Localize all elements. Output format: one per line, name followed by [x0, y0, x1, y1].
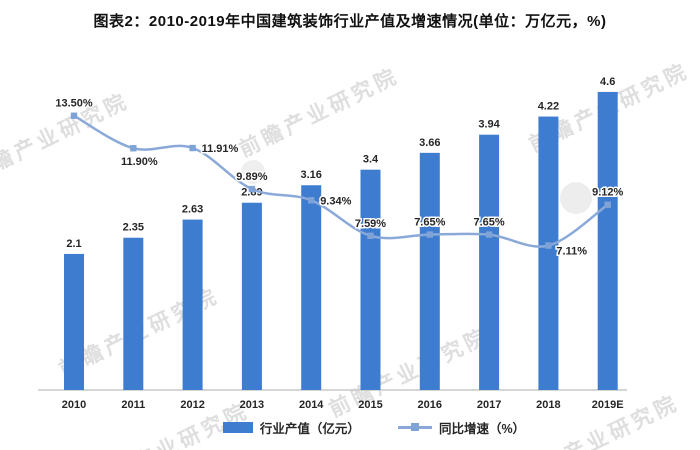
bar-2014	[301, 185, 322, 390]
bar-series-swatch	[222, 421, 253, 433]
growth-line	[73, 114, 609, 248]
bar-value-label-2014: 3.16	[300, 169, 321, 181]
bar-2018	[538, 116, 559, 390]
line-point-2015	[367, 232, 374, 240]
bar-value-label-2018: 4.22	[538, 101, 559, 113]
bar-value-label-2017: 3.94	[478, 119, 500, 131]
line-point-2016	[426, 231, 433, 238]
bar-value-label-2013: 2.89	[241, 187, 262, 199]
line-point-2018	[545, 242, 552, 249]
line-point-2012	[189, 144, 196, 152]
line-series-swatch	[397, 423, 432, 431]
line-point-2010	[70, 112, 78, 119]
x-axis-label-2010: 2010	[62, 399, 86, 411]
line-point-2011	[130, 145, 137, 152]
bar-value-label-2015: 3.4	[363, 154, 379, 166]
x-axis-label-2019E: 2019E	[592, 399, 624, 411]
watermark-logo-circle	[560, 182, 592, 214]
line-point-2014	[308, 197, 315, 204]
line-point-2013	[248, 185, 256, 193]
x-axis-label-2012: 2012	[180, 399, 204, 411]
bar-value-label-2012: 2.63	[182, 204, 203, 216]
x-axis-label-2014: 2014	[299, 399, 324, 411]
percent-label-2014: 9.34%	[320, 195, 351, 207]
percent-label-2013: 9.89%	[236, 171, 267, 183]
legend-line-label: 同比增速（%）	[438, 421, 526, 436]
bar-value-label-2016: 3.66	[419, 137, 440, 149]
x-axis-label-2015: 2015	[358, 399, 382, 411]
chart-title: 图表2：2010-2019年中国建筑装饰行业产值及增速情况(单位：万亿元，%)	[93, 13, 607, 30]
percent-label-2019E: 9.12%	[592, 187, 623, 199]
bar-2011	[123, 237, 144, 390]
bar-value-label-2010: 2.1	[66, 238, 81, 250]
percent-label-2011: 11.90%	[121, 156, 158, 168]
bar-value-label-2019E: 4.6	[600, 76, 615, 88]
chart-legend: 行业产值（亿元） 同比增速（%）	[0, 416, 700, 438]
percent-label-2012: 11.91%	[202, 143, 239, 155]
line-point-2017	[485, 231, 493, 238]
legend-item-line: 同比增速（%）	[397, 418, 526, 437]
bar-2013	[241, 202, 262, 390]
x-axis-label-2018: 2018	[536, 399, 560, 411]
x-axis-label-2011: 2011	[121, 399, 145, 411]
percent-label-2018: 7.11%	[556, 246, 587, 258]
bar-2016	[419, 152, 440, 390]
line-point-2019E	[604, 201, 611, 208]
watermark-logo-circle	[241, 160, 265, 184]
percent-label-2010: 13.50%	[55, 98, 93, 110]
bar-2010	[64, 253, 84, 390]
percent-label-2017: 7.65%	[473, 217, 504, 229]
legend-item-bar: 行业产值（亿元）	[222, 418, 360, 437]
x-axis-label-2016: 2016	[418, 399, 442, 411]
line-marker-swatch	[410, 423, 419, 431]
bar-2017	[479, 134, 500, 390]
bar-2012	[182, 219, 203, 390]
bar-2019E	[597, 91, 618, 390]
x-axis-label-2013: 2013	[240, 399, 264, 411]
x-axis-label-2017: 2017	[477, 399, 501, 411]
percent-label-2015: 7.59%	[355, 218, 386, 230]
bar-value-label-2011: 2.35	[123, 222, 144, 234]
legend-bar-label: 行业产值（亿元）	[259, 421, 360, 436]
bar-2015	[360, 169, 381, 390]
percent-label-2016: 7.65%	[414, 217, 445, 229]
